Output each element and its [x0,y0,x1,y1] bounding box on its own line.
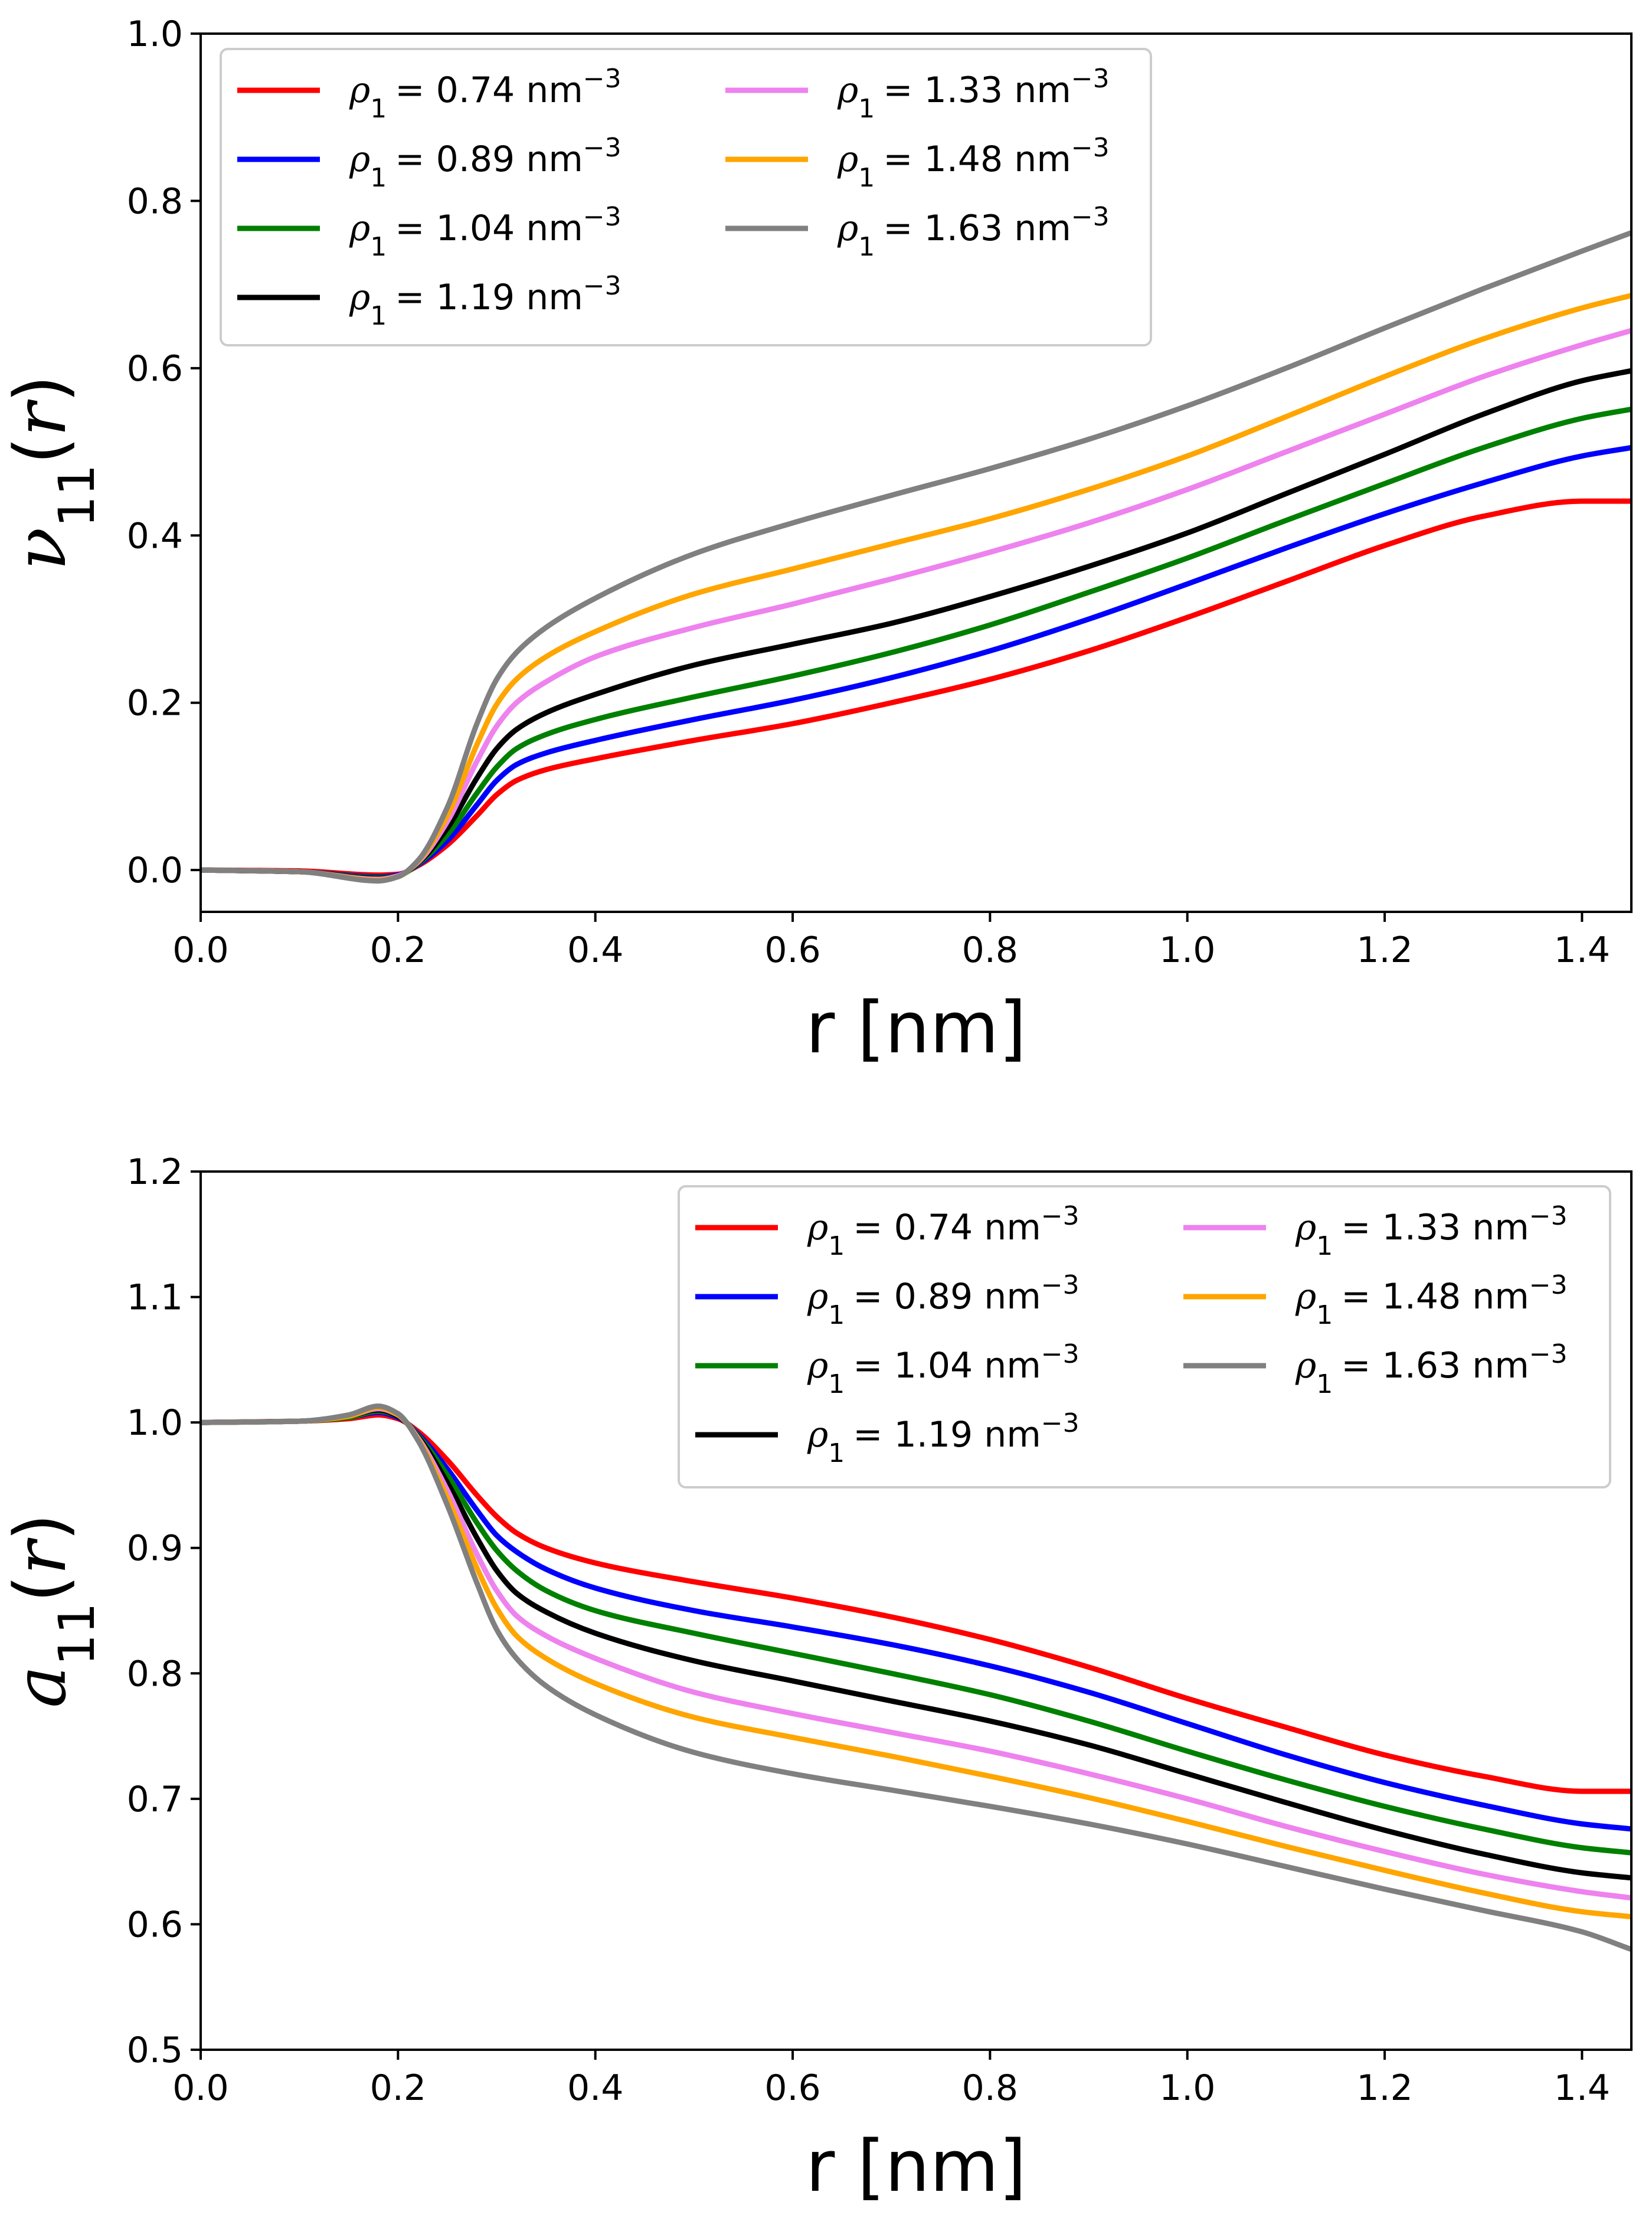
x-tick-label: 0.4 [567,2067,623,2109]
y-tick-label: 0.0 [127,850,183,891]
y-tick-label: 1.0 [127,14,183,55]
legend-label-1-33: ρ1 = 1.33 nm−3 [1295,1201,1568,1261]
series-line-1-48 [201,293,1631,883]
x-tick-label: 0.8 [962,2067,1018,2109]
series-line-1-33 [201,328,1631,882]
y-tick-label: 0.7 [127,1779,183,1820]
series-lines [201,1403,1631,1952]
x-tick-label: 0.6 [764,930,820,971]
legend-label-1-04: ρ1 = 1.04 nm−3 [807,1339,1079,1399]
legend-label-1-19: ρ1 = 1.19 nm−3 [807,1408,1079,1468]
legend-label-1-63: ρ1 = 1.63 nm−3 [1295,1339,1568,1399]
series-line-1-63 [201,1403,1631,1952]
y-tick-label: 1.0 [127,1402,183,1444]
x-tick-label: 1.0 [1159,2067,1215,2109]
series-lines [201,230,1631,884]
y-tick-label: 1.2 [127,1151,183,1193]
legend-label-1-33: ρ1 = 1.33 nm−3 [837,64,1110,124]
series-line-1-63 [201,230,1631,884]
series-line-1-04 [201,406,1631,881]
series-line-0-89 [201,445,1631,879]
legend-label-1-48: ρ1 = 1.48 nm−3 [837,133,1110,193]
y-tick-label: 0.6 [127,348,183,390]
plot-frame [199,1170,1633,2051]
legend: ρ1 = 0.74 nm−3 ρ1 = 0.89 nm−3 ρ1 = 1.04 nm−3 ρ… [678,1185,1611,1488]
y-axis-label: a11(r) [0,1513,106,1707]
bottom-panel: 0.0 0.2 0.4 0.6 0.8 1.0 1.2 1.4 0.5 0.6 0.7 0.8 0.9 1… [0,1151,1633,2208]
y-tick-label: 0.4 [127,515,183,557]
series-line-1-19 [201,368,1631,881]
top-panel: 0.0 0.2 0.4 0.6 0.8 1.0 1.2 1.4 0.0 0.2 0.4 0.6 0.8 1… [0,14,1633,1069]
x-tick-label: 1.2 [1356,2067,1412,2109]
legend-box [220,48,1152,346]
x-tick-label: 1.2 [1356,930,1412,971]
y-axis-label: ν11(r) [0,375,106,571]
y-tick-label: 0.5 [127,2030,183,2071]
legend-label-1-19: ρ1 = 1.19 nm−3 [349,271,621,331]
x-tick-label: 0.4 [567,930,623,971]
x-axis-label: r [nm] [806,987,1026,1069]
x-tick-label: 0.2 [370,2067,426,2109]
series-line-0-74 [201,498,1631,878]
y-tick-label: 0.8 [127,181,183,222]
y-tick-label: 0.8 [127,1653,183,1694]
x-tick-label: 0.0 [172,930,228,971]
legend: ρ1 = 0.74 nm−3 ρ1 = 0.89 nm−3 ρ1 = 1.04 nm−3 ρ… [220,48,1152,346]
legend-label-1-48: ρ1 = 1.48 nm−3 [1295,1270,1568,1330]
legend-label-1-04: ρ1 = 1.04 nm−3 [349,202,621,262]
legend-label-0-74: ρ1 = 0.74 nm−3 [349,64,621,124]
x-tick-label: 1.4 [1554,930,1610,971]
x-axis-label: r [nm] [806,2126,1026,2208]
x-tick-label: 1.0 [1159,930,1215,971]
legend-label-0-89: ρ1 = 0.89 nm−3 [349,133,621,193]
legend-label-0-89: ρ1 = 0.89 nm−3 [807,1270,1079,1330]
x-tick-label: 0.6 [764,2067,820,2109]
y-tick-label: 0.6 [127,1904,183,1945]
x-tick-label: 0.0 [172,2067,228,2109]
legend-label-0-74: ρ1 = 0.74 nm−3 [807,1201,1079,1261]
y-tick-label: 1.1 [127,1277,183,1318]
plot-frame [199,32,1633,913]
x-tick-label: 0.2 [370,930,426,971]
y-tick-label: 0.2 [127,683,183,724]
x-tick-label: 0.8 [962,930,1018,971]
y-tick-label: 0.9 [127,1528,183,1569]
legend-box [678,1185,1611,1488]
x-tick-label: 1.4 [1554,2067,1610,2109]
legend-label-1-63: ρ1 = 1.63 nm−3 [837,202,1110,262]
